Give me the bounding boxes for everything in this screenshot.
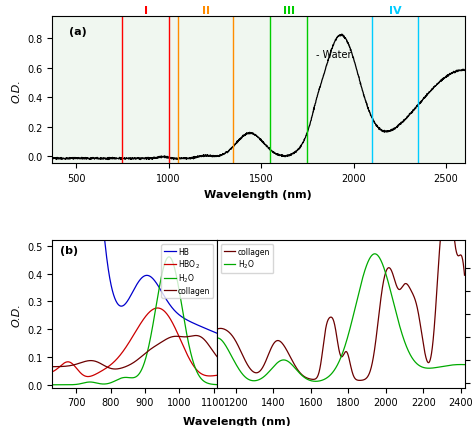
H$_2$O	[345, 336, 350, 341]
H$_2$O	[214, 382, 220, 387]
HB	[214, 331, 220, 336]
HB	[102, 237, 108, 242]
HBO$_2$	[199, 371, 204, 377]
Text: (a): (a)	[69, 27, 86, 37]
Line: collagen: collagen	[52, 336, 217, 369]
collagen	[90, 358, 95, 363]
HBO$_2$	[90, 373, 96, 378]
collagen	[101, 363, 107, 368]
H$_2$O	[90, 380, 95, 385]
HB	[96, 191, 102, 196]
H$_2$O	[256, 377, 262, 383]
collagen	[214, 354, 220, 360]
H$_2$O	[101, 382, 107, 387]
HB	[52, 141, 57, 146]
H$_2$O	[247, 377, 253, 383]
collagen	[247, 366, 253, 371]
collagen	[214, 327, 220, 332]
collagen	[256, 370, 262, 375]
collagen	[321, 334, 327, 340]
Text: Wavelength (nm): Wavelength (nm)	[183, 416, 291, 426]
collagen	[344, 350, 350, 355]
collagen	[49, 364, 55, 369]
HBO$_2$	[178, 339, 184, 344]
collagen	[158, 340, 164, 345]
collagen	[178, 334, 183, 340]
Text: IV: IV	[389, 6, 401, 16]
HBO$_2$	[49, 369, 55, 374]
HB	[178, 314, 183, 319]
H$_2$O	[372, 252, 378, 257]
Text: - Water: - Water	[316, 50, 352, 60]
Y-axis label: O.D.: O.D.	[11, 302, 21, 326]
Legend: collagen, H$_2$O: collagen, H$_2$O	[221, 245, 273, 273]
collagen	[96, 360, 101, 365]
H$_2$O	[96, 381, 101, 386]
Line: H$_2$O: H$_2$O	[52, 257, 217, 385]
H$_2$O	[158, 279, 164, 284]
Text: (b): (b)	[60, 245, 79, 255]
Text: II: II	[201, 6, 210, 16]
collagen	[444, 200, 450, 205]
Y-axis label: O.D.: O.D.	[11, 79, 21, 103]
H$_2$O	[298, 371, 303, 377]
HBO$_2$	[214, 373, 220, 378]
collagen	[349, 370, 355, 375]
Line: collagen: collagen	[217, 203, 465, 380]
collagen	[193, 333, 199, 338]
HB	[90, 187, 96, 192]
H$_2$O	[49, 382, 55, 387]
X-axis label: Wavelength (nm): Wavelength (nm)	[204, 189, 312, 199]
H$_2$O	[350, 317, 356, 322]
HBO$_2$	[96, 370, 102, 375]
Line: HB: HB	[52, 144, 217, 334]
collagen	[199, 335, 204, 340]
HB	[198, 324, 204, 329]
collagen	[357, 378, 363, 383]
Line: H$_2$O: H$_2$O	[217, 254, 465, 381]
HB	[49, 142, 55, 147]
collagen	[298, 371, 303, 376]
H$_2$O	[313, 379, 319, 384]
H$_2$O	[322, 377, 328, 382]
Line: HBO$_2$: HBO$_2$	[52, 308, 217, 377]
HB	[158, 288, 164, 293]
Legend: HB, HBO$_2$, H$_2$O, collagen: HB, HBO$_2$, H$_2$O, collagen	[161, 245, 213, 298]
Text: III: III	[283, 6, 295, 16]
H$_2$O	[462, 362, 467, 367]
H$_2$O	[166, 255, 172, 260]
HBO$_2$	[155, 306, 161, 311]
HBO$_2$	[158, 306, 164, 311]
H$_2$O	[198, 376, 204, 381]
H$_2$O	[214, 336, 220, 341]
HBO$_2$	[102, 367, 108, 372]
H$_2$O	[178, 297, 183, 302]
collagen	[462, 273, 467, 278]
collagen	[112, 367, 118, 372]
HBO$_2$	[85, 374, 91, 379]
Text: I: I	[144, 6, 147, 16]
